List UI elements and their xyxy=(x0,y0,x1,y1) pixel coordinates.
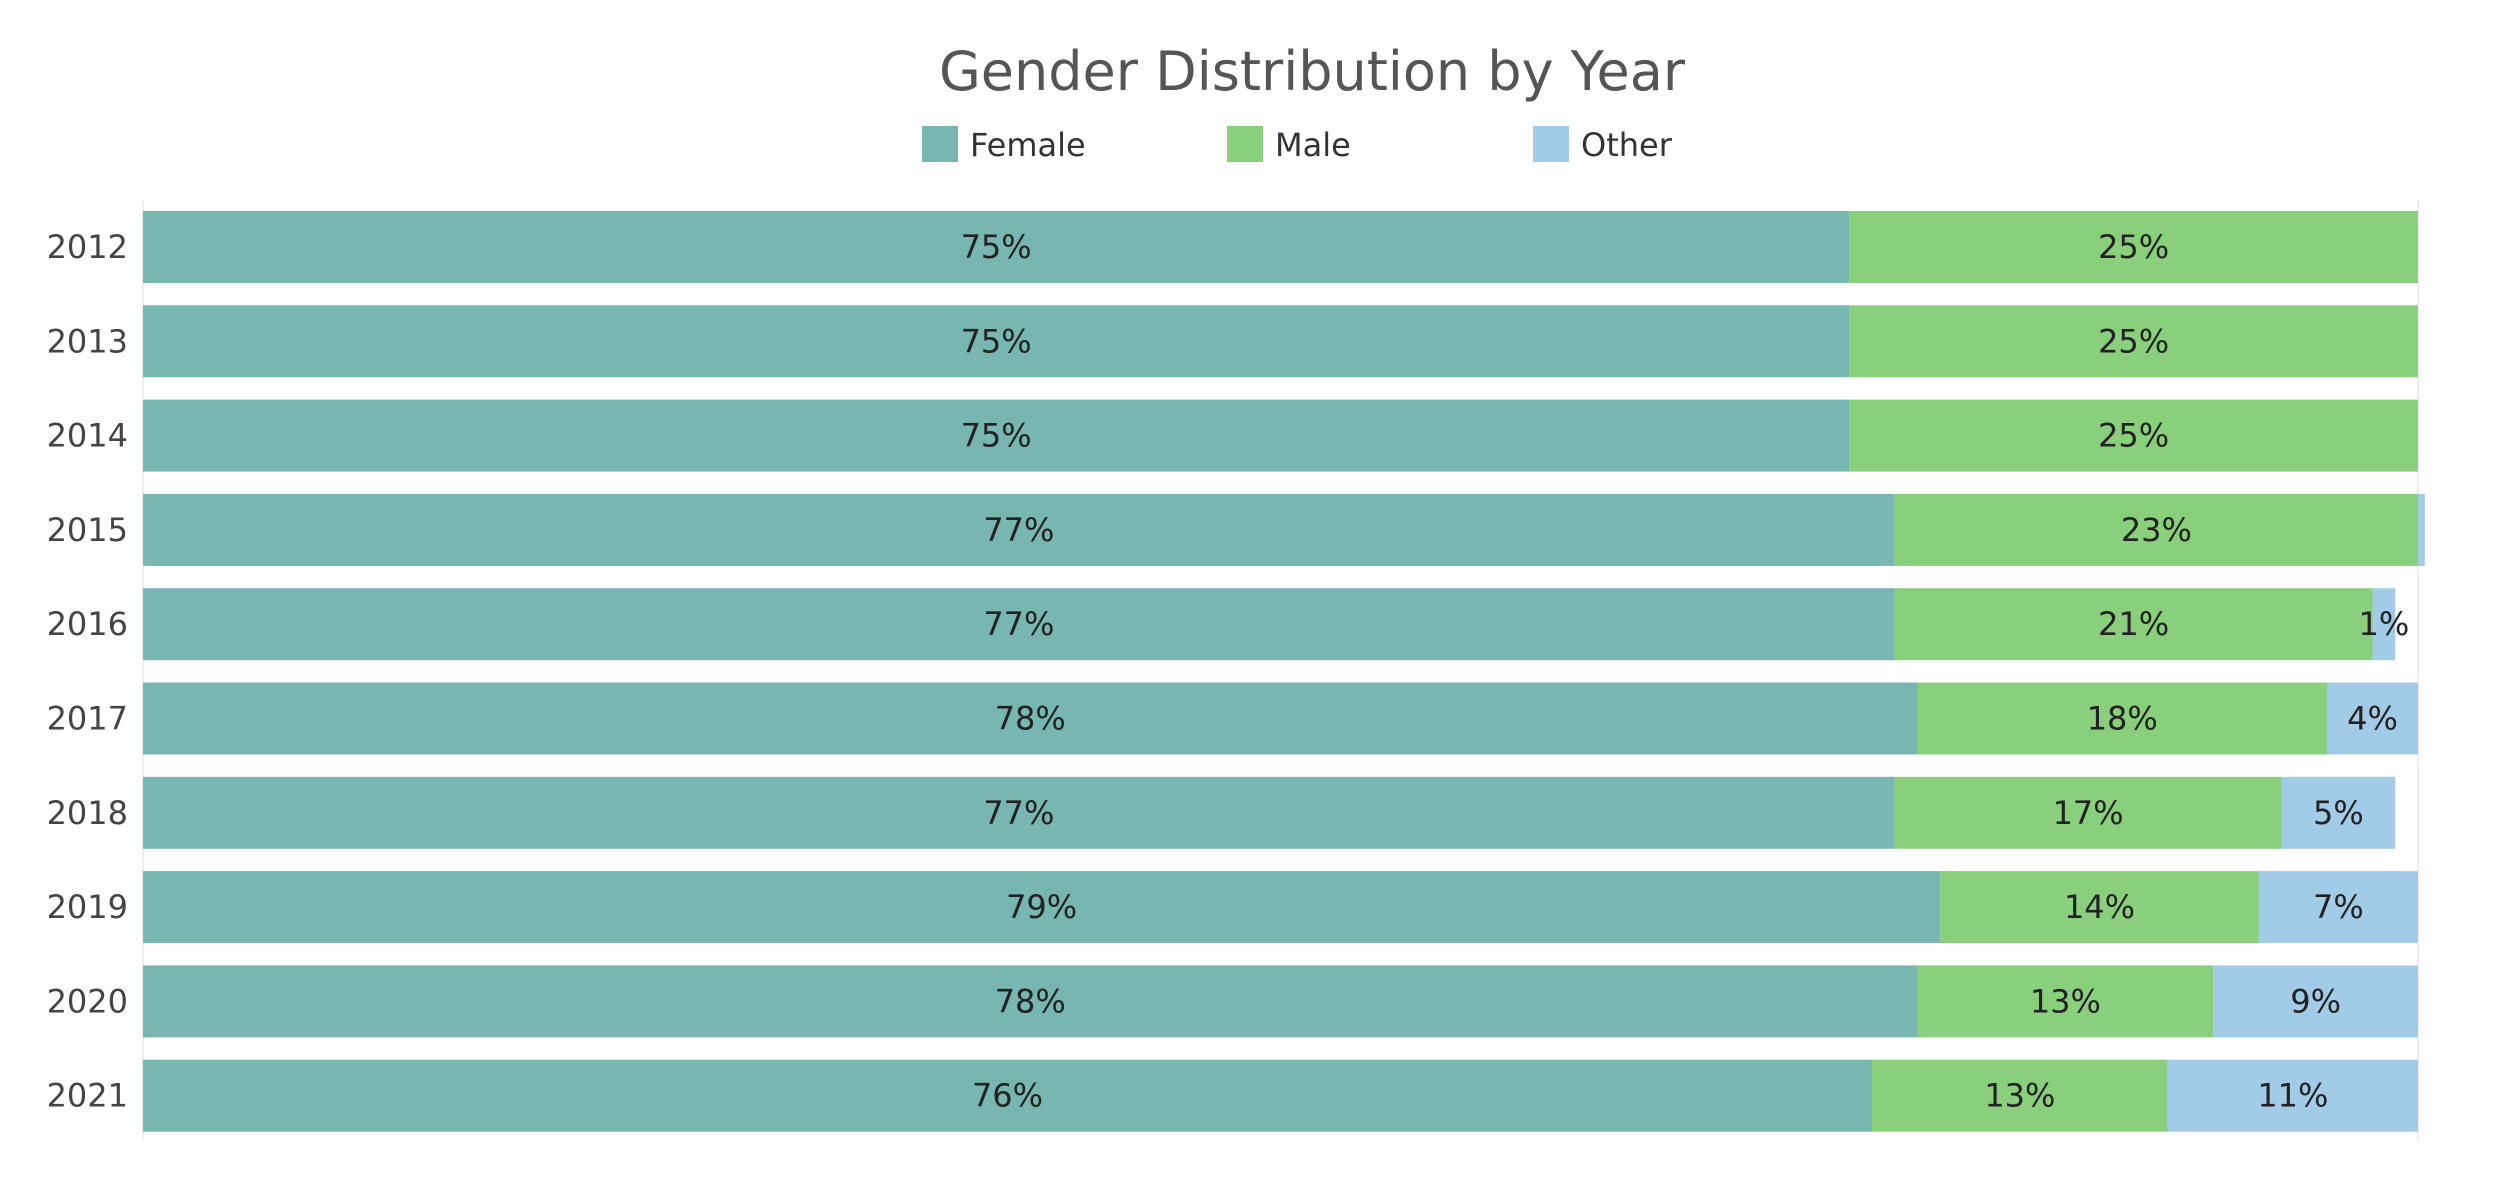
bar-male-2014 xyxy=(1849,399,2418,472)
data-label-male-2017: 18% xyxy=(2087,700,2158,738)
legend-label-female: Female xyxy=(970,126,1086,164)
data-label-female-2021: 76% xyxy=(972,1077,1043,1115)
data-label-male-2018: 17% xyxy=(2053,794,2124,832)
bar-female-2012 xyxy=(143,211,1850,283)
bars xyxy=(143,211,2425,1132)
data-label-male-2012: 25% xyxy=(2098,228,2169,266)
data-label-other-2020: 9% xyxy=(2290,982,2341,1020)
y-tick-label-2021: 2021 xyxy=(47,1077,128,1115)
bar-male-2013 xyxy=(1849,305,2418,378)
bar-male-2016 xyxy=(1894,588,2373,661)
y-tick-label-2019: 2019 xyxy=(47,888,128,926)
data-label-other-2021: 11% xyxy=(2257,1077,2328,1115)
data-label-female-2017: 78% xyxy=(995,700,1066,738)
bar-female-2021 xyxy=(143,1059,1872,1132)
data-label-female-2015: 77% xyxy=(983,511,1054,549)
data-label-female-2016: 77% xyxy=(983,605,1054,643)
data-label-male-2016: 21% xyxy=(2098,605,2169,643)
y-tick-label-2016: 2016 xyxy=(47,605,128,643)
chart-title: Gender Distribution by Year xyxy=(939,40,1686,103)
bar-female-2019 xyxy=(143,871,1941,944)
data-label-male-2021: 13% xyxy=(1984,1077,2055,1115)
data-label-female-2019: 79% xyxy=(1006,888,1077,926)
data-label-other-2016: 1% xyxy=(2358,605,2409,643)
y-tick-label-2018: 2018 xyxy=(47,794,128,832)
legend-label-male: Male xyxy=(1275,126,1351,164)
bar-other-2016 xyxy=(2372,588,2396,661)
legend-swatch-other xyxy=(1533,126,1569,162)
bar-female-2014 xyxy=(143,399,1850,472)
bar-male-2015 xyxy=(1894,493,2418,566)
data-labels: 75% 25% 75% 25% 75% 25% 77% 23% 77% 21% 1% 78% 18% 4%… xyxy=(961,228,2410,1115)
bar-female-2020 xyxy=(143,965,1918,1038)
data-label-female-2020: 78% xyxy=(995,982,1066,1020)
bar-other-2018 xyxy=(2281,776,2396,849)
bar-female-2017 xyxy=(143,682,1918,755)
data-label-female-2012: 75% xyxy=(961,228,1032,266)
data-label-other-2017: 4% xyxy=(2347,700,2398,738)
bar-other-2021 xyxy=(2167,1059,2418,1132)
bar-female-2013 xyxy=(143,305,1850,378)
y-tick-label-2017: 2017 xyxy=(47,700,128,738)
y-axis-tick-labels: 2012 2013 2014 2015 2016 2017 2018 2019 2020 2021 xyxy=(47,228,128,1115)
bar-other-2017 xyxy=(2327,682,2418,755)
y-tick-label-2014: 2014 xyxy=(47,417,128,455)
legend: Female Male Other xyxy=(922,126,1673,164)
data-label-male-2019: 14% xyxy=(2064,888,2135,926)
bar-female-2018 xyxy=(143,776,1895,849)
bar-male-2018 xyxy=(1894,776,2282,849)
bar-other-2020 xyxy=(2213,965,2418,1038)
bar-male-2019 xyxy=(1940,871,2259,944)
y-tick-label-2013: 2013 xyxy=(47,322,128,360)
bar-other-2015 xyxy=(2418,493,2425,566)
bar-male-2020 xyxy=(1917,965,2214,1038)
y-tick-label-2012: 2012 xyxy=(47,228,128,266)
y-tick-label-2020: 2020 xyxy=(47,982,128,1020)
data-label-other-2019: 7% xyxy=(2313,888,2364,926)
bar-male-2017 xyxy=(1917,682,2327,755)
data-label-female-2018: 77% xyxy=(983,794,1054,832)
y-tick-label-2015: 2015 xyxy=(47,511,128,549)
data-label-other-2018: 5% xyxy=(2313,794,2364,832)
data-label-female-2013: 75% xyxy=(961,322,1032,360)
data-label-male-2015: 23% xyxy=(2121,511,2192,549)
data-label-male-2014: 25% xyxy=(2098,417,2169,455)
legend-label-other: Other xyxy=(1581,126,1673,164)
bar-female-2015 xyxy=(143,493,1895,566)
legend-swatch-male xyxy=(1227,126,1263,162)
bar-female-2016 xyxy=(143,588,1895,661)
data-label-male-2020: 13% xyxy=(2030,982,2101,1020)
bar-male-2021 xyxy=(1872,1059,2168,1132)
data-label-male-2013: 25% xyxy=(2098,322,2169,360)
bar-other-2019 xyxy=(2258,871,2418,944)
bar-male-2012 xyxy=(1849,211,2418,283)
data-label-female-2014: 75% xyxy=(961,417,1032,455)
legend-swatch-female xyxy=(922,126,958,162)
